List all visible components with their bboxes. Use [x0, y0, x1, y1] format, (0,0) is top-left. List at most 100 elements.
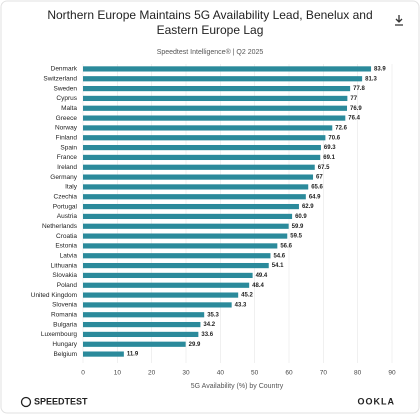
bar — [83, 213, 293, 220]
value-label: 29.9 — [189, 342, 201, 348]
bar — [83, 253, 271, 259]
y-tick-label: Czechia — [54, 193, 78, 200]
bar — [83, 321, 201, 328]
value-label: 69.1 — [323, 155, 335, 161]
bar — [83, 135, 326, 141]
bar — [83, 243, 278, 249]
value-label: 49.4 — [256, 273, 268, 279]
x-tick-label: 30 — [182, 370, 190, 377]
y-tick-label: France — [57, 154, 78, 161]
bar — [83, 272, 253, 279]
value-label: 77 — [350, 96, 357, 102]
y-tick-label: Luxembourg — [41, 331, 78, 338]
value-label: 48.4 — [252, 283, 264, 289]
value-label: 76.9 — [350, 106, 362, 112]
value-label: 81.3 — [365, 76, 377, 82]
value-label: 64.9 — [309, 194, 321, 200]
y-tick-label: United Kingdom — [31, 292, 77, 299]
bar — [83, 95, 348, 102]
value-label: 67 — [316, 175, 323, 181]
bar — [83, 312, 205, 318]
value-label: 59.5 — [290, 234, 302, 240]
value-label: 70.6 — [328, 135, 340, 141]
value-label: 77.8 — [353, 86, 365, 92]
value-label: 62.9 — [302, 204, 314, 210]
bar — [83, 223, 289, 229]
value-label: 69.3 — [324, 145, 336, 151]
value-label: 59.9 — [292, 224, 304, 230]
y-tick-label: Norway — [55, 125, 78, 132]
bar — [83, 331, 199, 338]
download-icon[interactable] — [395, 15, 403, 26]
x-tick-label: 70 — [320, 370, 328, 377]
y-tick-label: Slovenia — [52, 302, 77, 309]
bar — [83, 184, 309, 190]
y-tick-label: Italy — [65, 184, 78, 191]
bar — [83, 351, 124, 357]
y-tick-label: Lithuania — [51, 262, 78, 269]
bar — [83, 144, 321, 151]
y-tick-label: Estonia — [55, 243, 77, 250]
bar — [83, 154, 321, 161]
value-label: 35.3 — [207, 312, 219, 318]
x-tick-label: 40 — [217, 370, 225, 377]
bar — [83, 125, 333, 131]
bar — [83, 302, 232, 308]
y-tick-label: Hungary — [52, 341, 77, 348]
bar — [83, 66, 372, 72]
y-tick-label: Slovakia — [52, 272, 77, 279]
x-tick-label: 50 — [251, 370, 259, 377]
value-label: 54.1 — [272, 263, 284, 269]
x-tick-label: 10 — [114, 370, 122, 377]
bar — [83, 262, 269, 269]
y-tick-label: Bulgaria — [53, 321, 77, 328]
value-label: 67.5 — [318, 165, 330, 171]
x-tick-label: 20 — [148, 370, 156, 377]
chart-title: Northern Europe Maintains 5G Availabilit… — [47, 8, 373, 37]
speedtest-logo: SPEEDTEST — [20, 396, 88, 408]
y-tick-label: Netherlands — [42, 223, 78, 230]
y-tick-label: Germany — [50, 174, 77, 181]
value-label: 33.6 — [201, 332, 213, 338]
y-tick-label: Belgium — [54, 351, 77, 358]
brand-left: SPEEDTEST — [34, 396, 88, 406]
y-tick-label: Cyprus — [56, 95, 77, 102]
value-label: 11.9 — [127, 352, 139, 358]
bar — [83, 85, 351, 92]
value-label: 72.6 — [335, 125, 347, 131]
value-label: 60.9 — [295, 214, 307, 220]
y-tick-label: Sweden — [54, 85, 78, 92]
value-label: 45.2 — [241, 293, 253, 299]
y-tick-label: Malta — [61, 105, 77, 112]
y-tick-label: Austria — [57, 213, 78, 220]
bar — [83, 292, 239, 298]
bar — [83, 233, 288, 239]
value-label: 65.6 — [311, 184, 323, 190]
y-tick-label: Greece — [56, 115, 78, 122]
value-label: 43.3 — [235, 302, 247, 308]
x-tick-label: 80 — [354, 370, 362, 377]
bar — [83, 115, 346, 121]
value-label: 34.2 — [203, 322, 215, 328]
x-axis-title: 5G Availability (%) by Country — [191, 383, 284, 390]
x-tick-label: 0 — [81, 370, 85, 377]
value-label: 56.6 — [280, 243, 292, 249]
bar — [83, 282, 250, 288]
y-tick-label: Poland — [57, 282, 78, 289]
value-label: 83.9 — [374, 66, 386, 72]
bar — [83, 194, 306, 200]
bar — [83, 174, 314, 180]
bar — [83, 105, 348, 111]
y-tick-label: Switzerland — [43, 75, 77, 82]
x-tick-label: 90 — [388, 370, 396, 377]
y-tick-label: Ireland — [57, 164, 77, 171]
y-tick-label: Portugal — [53, 203, 78, 210]
bar — [83, 341, 186, 347]
bar — [83, 164, 315, 170]
title-box: Northern Europe Maintains 5G Availabilit… — [47, 8, 373, 37]
value-label: 54.6 — [273, 253, 285, 259]
bar — [83, 203, 299, 210]
x-tick-label: 60 — [285, 370, 293, 377]
y-tick-label: Romania — [51, 311, 77, 318]
